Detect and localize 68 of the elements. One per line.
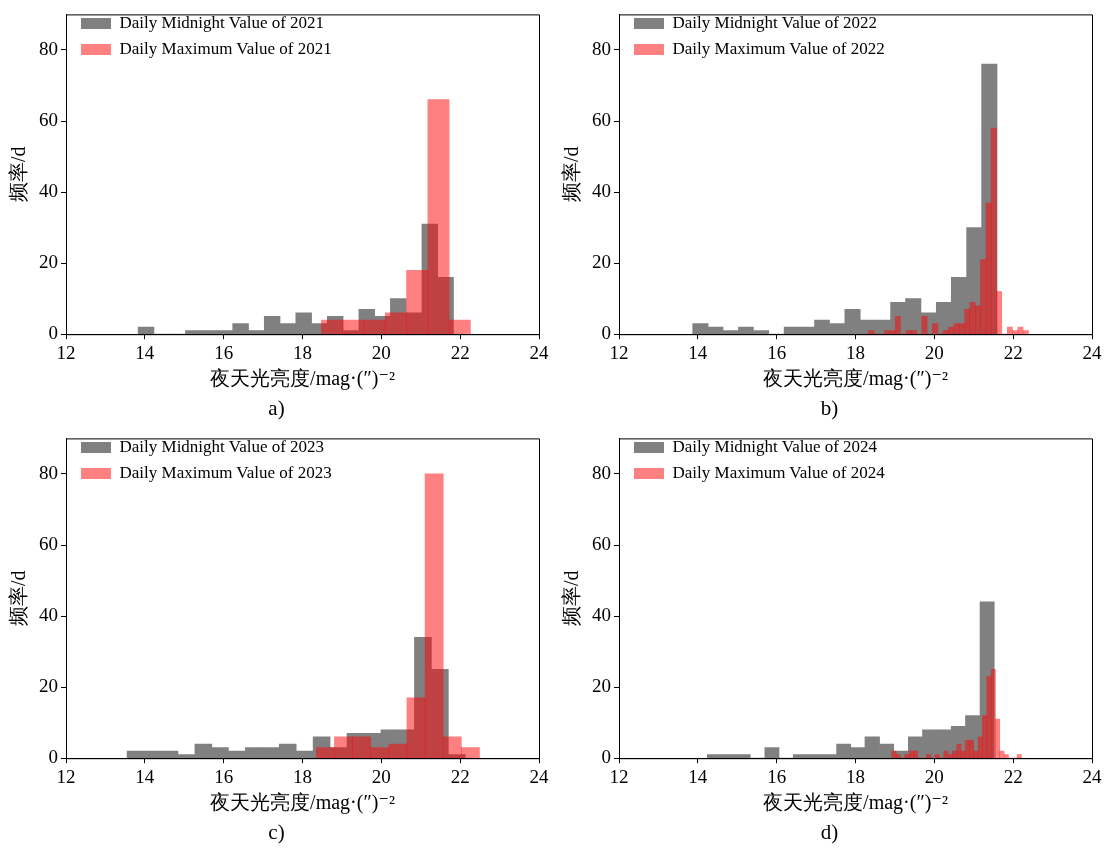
x-tick-label: 16 bbox=[214, 765, 234, 787]
x-tick-label: 18 bbox=[293, 765, 312, 787]
x-tick-label: 18 bbox=[293, 341, 312, 363]
x-tick-label: 24 bbox=[1082, 765, 1102, 787]
x-tick-label: 22 bbox=[1003, 341, 1023, 363]
x-tick-label: 14 bbox=[135, 341, 155, 363]
y-tick-label: 80 bbox=[39, 37, 58, 59]
y-tick-label: 0 bbox=[48, 322, 58, 344]
x-axis-title: 夜天光亮度/mag·(″)⁻² bbox=[763, 791, 948, 815]
x-tick-label: 22 bbox=[1003, 765, 1023, 787]
x-tick-label: 18 bbox=[846, 765, 865, 787]
x-axis-title: 夜天光亮度/mag·(″)⁻² bbox=[763, 367, 948, 391]
x-tick-label: 16 bbox=[214, 341, 234, 363]
y-tick-label: 60 bbox=[592, 108, 611, 130]
legend-label: Daily Maximum Value of 2023 bbox=[119, 462, 332, 482]
y-tick-label: 20 bbox=[39, 675, 58, 697]
x-tick-label: 14 bbox=[688, 765, 708, 787]
y-tick-label: 0 bbox=[48, 746, 58, 768]
y-axis-title: 频率/d bbox=[560, 146, 583, 203]
x-tick-label: 24 bbox=[1082, 341, 1102, 363]
y-tick-label: 20 bbox=[592, 251, 611, 273]
y-tick-label: 0 bbox=[601, 322, 611, 344]
legend-label: Daily Maximum Value of 2024 bbox=[672, 462, 886, 482]
x-tick-label: 24 bbox=[529, 341, 549, 363]
x-tick-label: 12 bbox=[56, 341, 76, 363]
x-tick-label: 16 bbox=[767, 341, 787, 363]
x-axis-title: 夜天光亮度/mag·(″)⁻² bbox=[210, 791, 395, 815]
x-tick-label: 24 bbox=[529, 765, 549, 787]
legend-label: Daily Midnight Value of 2022 bbox=[672, 12, 878, 32]
x-tick-label: 14 bbox=[688, 341, 708, 363]
x-tick-label: 18 bbox=[846, 341, 865, 363]
legend-label: Daily Midnight Value of 2023 bbox=[119, 436, 325, 456]
text: a) bbox=[267, 396, 286, 421]
y-axis-title: 频率/d bbox=[7, 146, 30, 203]
y-tick-label: 60 bbox=[39, 108, 58, 130]
y-tick-label: 80 bbox=[592, 461, 611, 483]
y-tick-label: 60 bbox=[592, 532, 611, 554]
x-tick-label: 22 bbox=[450, 765, 470, 787]
legend-label: Daily Midnight Value of 2024 bbox=[672, 436, 878, 456]
x-tick-label: 14 bbox=[135, 765, 155, 787]
text: d) bbox=[819, 820, 840, 845]
x-axis-title: 夜天光亮度/mag·(″)⁻² bbox=[210, 367, 395, 391]
legend-label: Daily Midnight Value of 2021 bbox=[119, 12, 325, 32]
y-tick-label: 0 bbox=[601, 746, 611, 768]
y-tick-label: 80 bbox=[592, 37, 611, 59]
y-tick-label: 60 bbox=[39, 532, 58, 554]
y-axis-title: 频率/d bbox=[7, 570, 30, 627]
x-tick-label: 20 bbox=[924, 765, 944, 787]
x-tick-label: 22 bbox=[450, 341, 470, 363]
y-tick-label: 40 bbox=[592, 604, 611, 626]
y-tick-label: 40 bbox=[39, 180, 58, 202]
x-tick-label: 12 bbox=[56, 765, 76, 787]
x-tick-label: 20 bbox=[371, 341, 391, 363]
text: c) bbox=[267, 820, 286, 845]
y-tick-label: 80 bbox=[39, 461, 58, 483]
x-tick-label: 20 bbox=[371, 765, 391, 787]
y-tick-label: 40 bbox=[592, 180, 611, 202]
text: b) bbox=[819, 396, 840, 421]
y-tick-label: 20 bbox=[592, 675, 611, 697]
y-tick-label: 40 bbox=[39, 604, 58, 626]
y-tick-label: 20 bbox=[39, 251, 58, 273]
x-tick-label: 20 bbox=[924, 341, 944, 363]
legend-label: Daily Maximum Value of 2022 bbox=[672, 38, 885, 58]
y-axis-title: 频率/d bbox=[560, 570, 583, 627]
legend-label: Daily Maximum Value of 2021 bbox=[119, 38, 332, 58]
x-tick-label: 12 bbox=[609, 341, 629, 363]
x-tick-label: 12 bbox=[609, 765, 629, 787]
x-tick-label: 16 bbox=[767, 765, 787, 787]
